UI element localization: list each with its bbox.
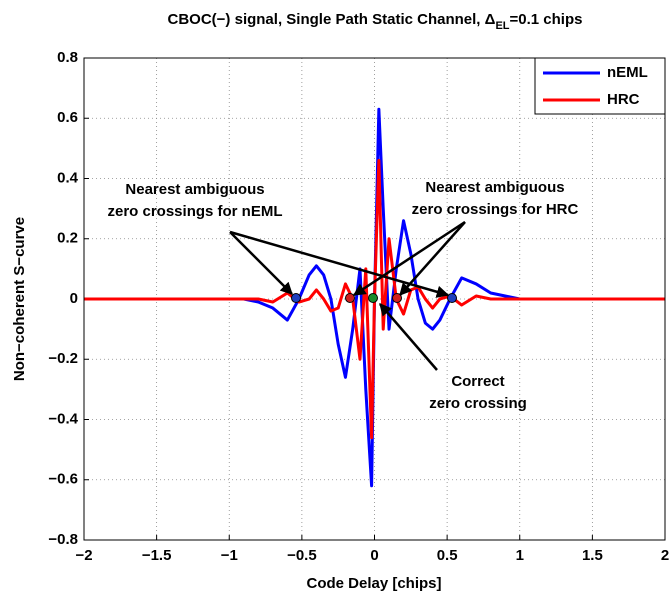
crossing-dot [447, 293, 457, 303]
legend-box [534, 57, 666, 115]
x-tick-label: −0.5 [287, 547, 317, 564]
crossing-dot [345, 293, 355, 303]
y-tick-label: −0.4 [48, 410, 78, 427]
x-axis-label: Code Delay [chips] [306, 575, 441, 592]
annotation-arrows [229, 220, 466, 371]
annotation: zero crossing [429, 395, 527, 412]
crossing-dot [392, 293, 402, 303]
x-tick-label: 0.5 [437, 547, 458, 564]
x-tick-label: −1 [221, 547, 238, 564]
x-tick-label: 1.5 [582, 547, 603, 564]
arrow [379, 303, 438, 371]
y-tick-label: −0.8 [48, 531, 78, 548]
legend: nEML HRC [534, 57, 666, 115]
annotations: Nearest ambiguous zero crossings for nEML… [107, 179, 578, 412]
y-tick-label: 0.8 [57, 49, 78, 66]
annotation: zero crossings for HRC [412, 201, 579, 218]
y-tick-label: 0.6 [57, 109, 78, 126]
crossing-dot [368, 293, 378, 303]
legend-label: HRC [607, 91, 640, 108]
x-tick-label: 1 [516, 547, 524, 564]
y-tick-label: −0.2 [48, 350, 78, 367]
y-tick-label: 0.4 [57, 169, 79, 186]
y-tick-label: 0 [70, 290, 78, 307]
x-tick-label: −1.5 [142, 547, 172, 564]
annotation: Nearest ambiguous [425, 179, 564, 196]
arrow [352, 220, 466, 297]
legend-label: nEML [607, 64, 648, 81]
x-tick-label: −2 [75, 547, 92, 564]
x-tick-label: 0 [370, 547, 378, 564]
grid: −2 −1.5 −1 −0.5 0 0.5 1 1.5 2 −0.8 −0.6 −0.4 −0.2 0 0.… [48, 49, 669, 564]
crossing-dot [291, 293, 301, 303]
annotation: zero crossings for nEML [107, 203, 282, 220]
annotation: Nearest ambiguous [125, 181, 264, 198]
annotation: Correct [451, 373, 504, 390]
y-axis-label: Non−coherent S−curve [11, 217, 28, 381]
chart-title: CBOC(−) signal, Single Path Static Chann… [168, 11, 583, 32]
axes-box [83, 57, 666, 541]
x-tick-label: 2 [661, 547, 669, 564]
arrow [229, 231, 293, 295]
y-tick-label: 0.2 [57, 230, 78, 247]
y-tick-label: −0.6 [48, 471, 78, 488]
arrow [399, 221, 466, 296]
